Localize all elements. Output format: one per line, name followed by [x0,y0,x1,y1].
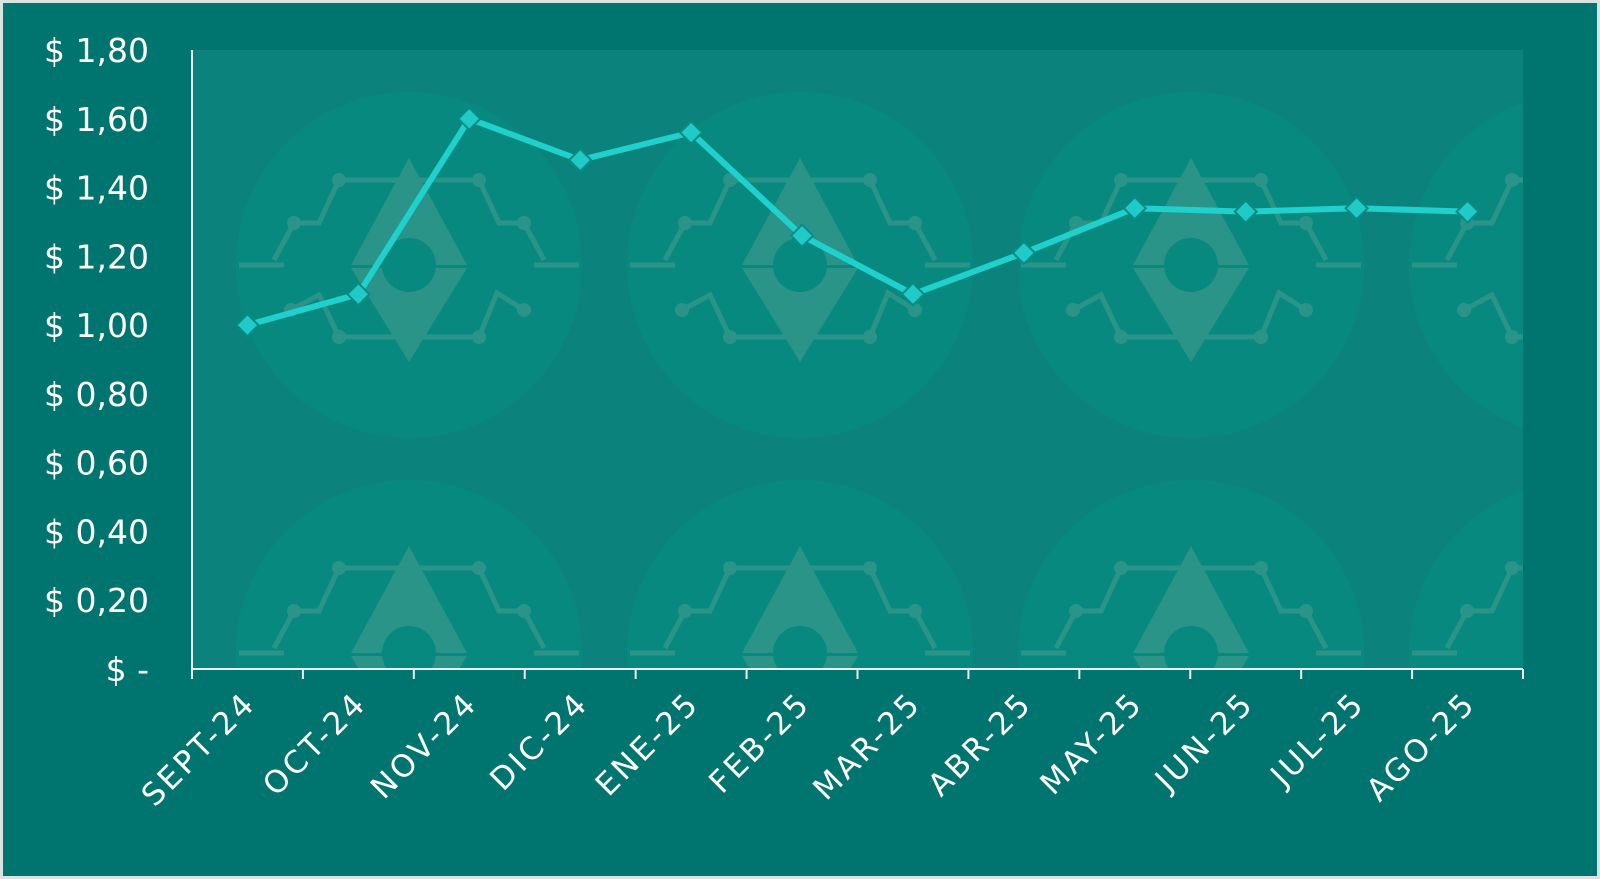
x-tick-label: OCT-24 [256,685,374,803]
x-axis-ticks: SEPT-24OCT-24NOV-24DIC-24ENE-25FEB-25MAR… [135,669,1524,814]
watermark-logo [627,480,973,826]
x-tick-label: ABR-25 [921,685,1039,803]
data-point-ago-25 [1455,199,1480,225]
watermark-logo [627,92,973,438]
y-tick-label: $ 0,40 [44,512,149,551]
data-point-sept-24 [235,312,260,338]
series-line-path [244,115,1471,329]
series-markers [235,106,1480,338]
x-tick-label: MAY-25 [1033,685,1150,802]
x-tick-label: JUN-25 [1147,685,1261,799]
data-point-may-25 [1122,195,1148,221]
data-point-jun-25 [1233,199,1259,225]
y-tick-label: $ 0,60 [44,444,149,483]
y-tick-label: $ - [106,650,149,689]
x-tick-label: NOV-24 [364,685,485,806]
watermark-logo [1018,92,1364,438]
data-point-nov-24 [456,106,482,132]
x-tick-label: SEPT-24 [135,685,263,813]
series-line [244,115,1471,329]
data-point-abr-25 [1011,240,1037,266]
y-tick-label: $ 0,80 [44,375,149,414]
x-tick-label: ENE-25 [589,685,707,803]
x-tick-label: DIC-24 [483,685,596,798]
data-point-dic-24 [567,147,593,173]
data-point-ene-25 [678,120,704,145]
data-point-jul-25 [1344,195,1370,221]
data-point-oct-24 [345,281,371,307]
data-point-feb-25 [789,223,815,249]
y-tick-label: $ 1,00 [44,306,149,345]
y-tick-label: $ 1,80 [44,31,149,70]
x-tick-label: AGO-25 [1360,685,1483,808]
y-tick-label: $ 1,60 [44,100,149,139]
x-tick-label: JUL-25 [1263,685,1373,795]
y-axis-ticks: $ - $ 0,20 $ 0,40 $ 0,60 $ 0,80 $ 1,00 $ 1,20 $… [44,31,149,689]
y-tick-label: $ 1,40 [44,169,149,208]
x-tick-label: FEB-25 [702,685,817,800]
y-tick-label: $ 0,20 [44,581,149,620]
y-tick-label: $ 1,20 [44,237,149,276]
x-tick-label: MAR-25 [806,685,928,807]
line-chart: .wm-circle{fill:#08897f;}.wm-shape{fill:… [44,31,1524,826]
data-point-mar-25 [900,281,926,307]
